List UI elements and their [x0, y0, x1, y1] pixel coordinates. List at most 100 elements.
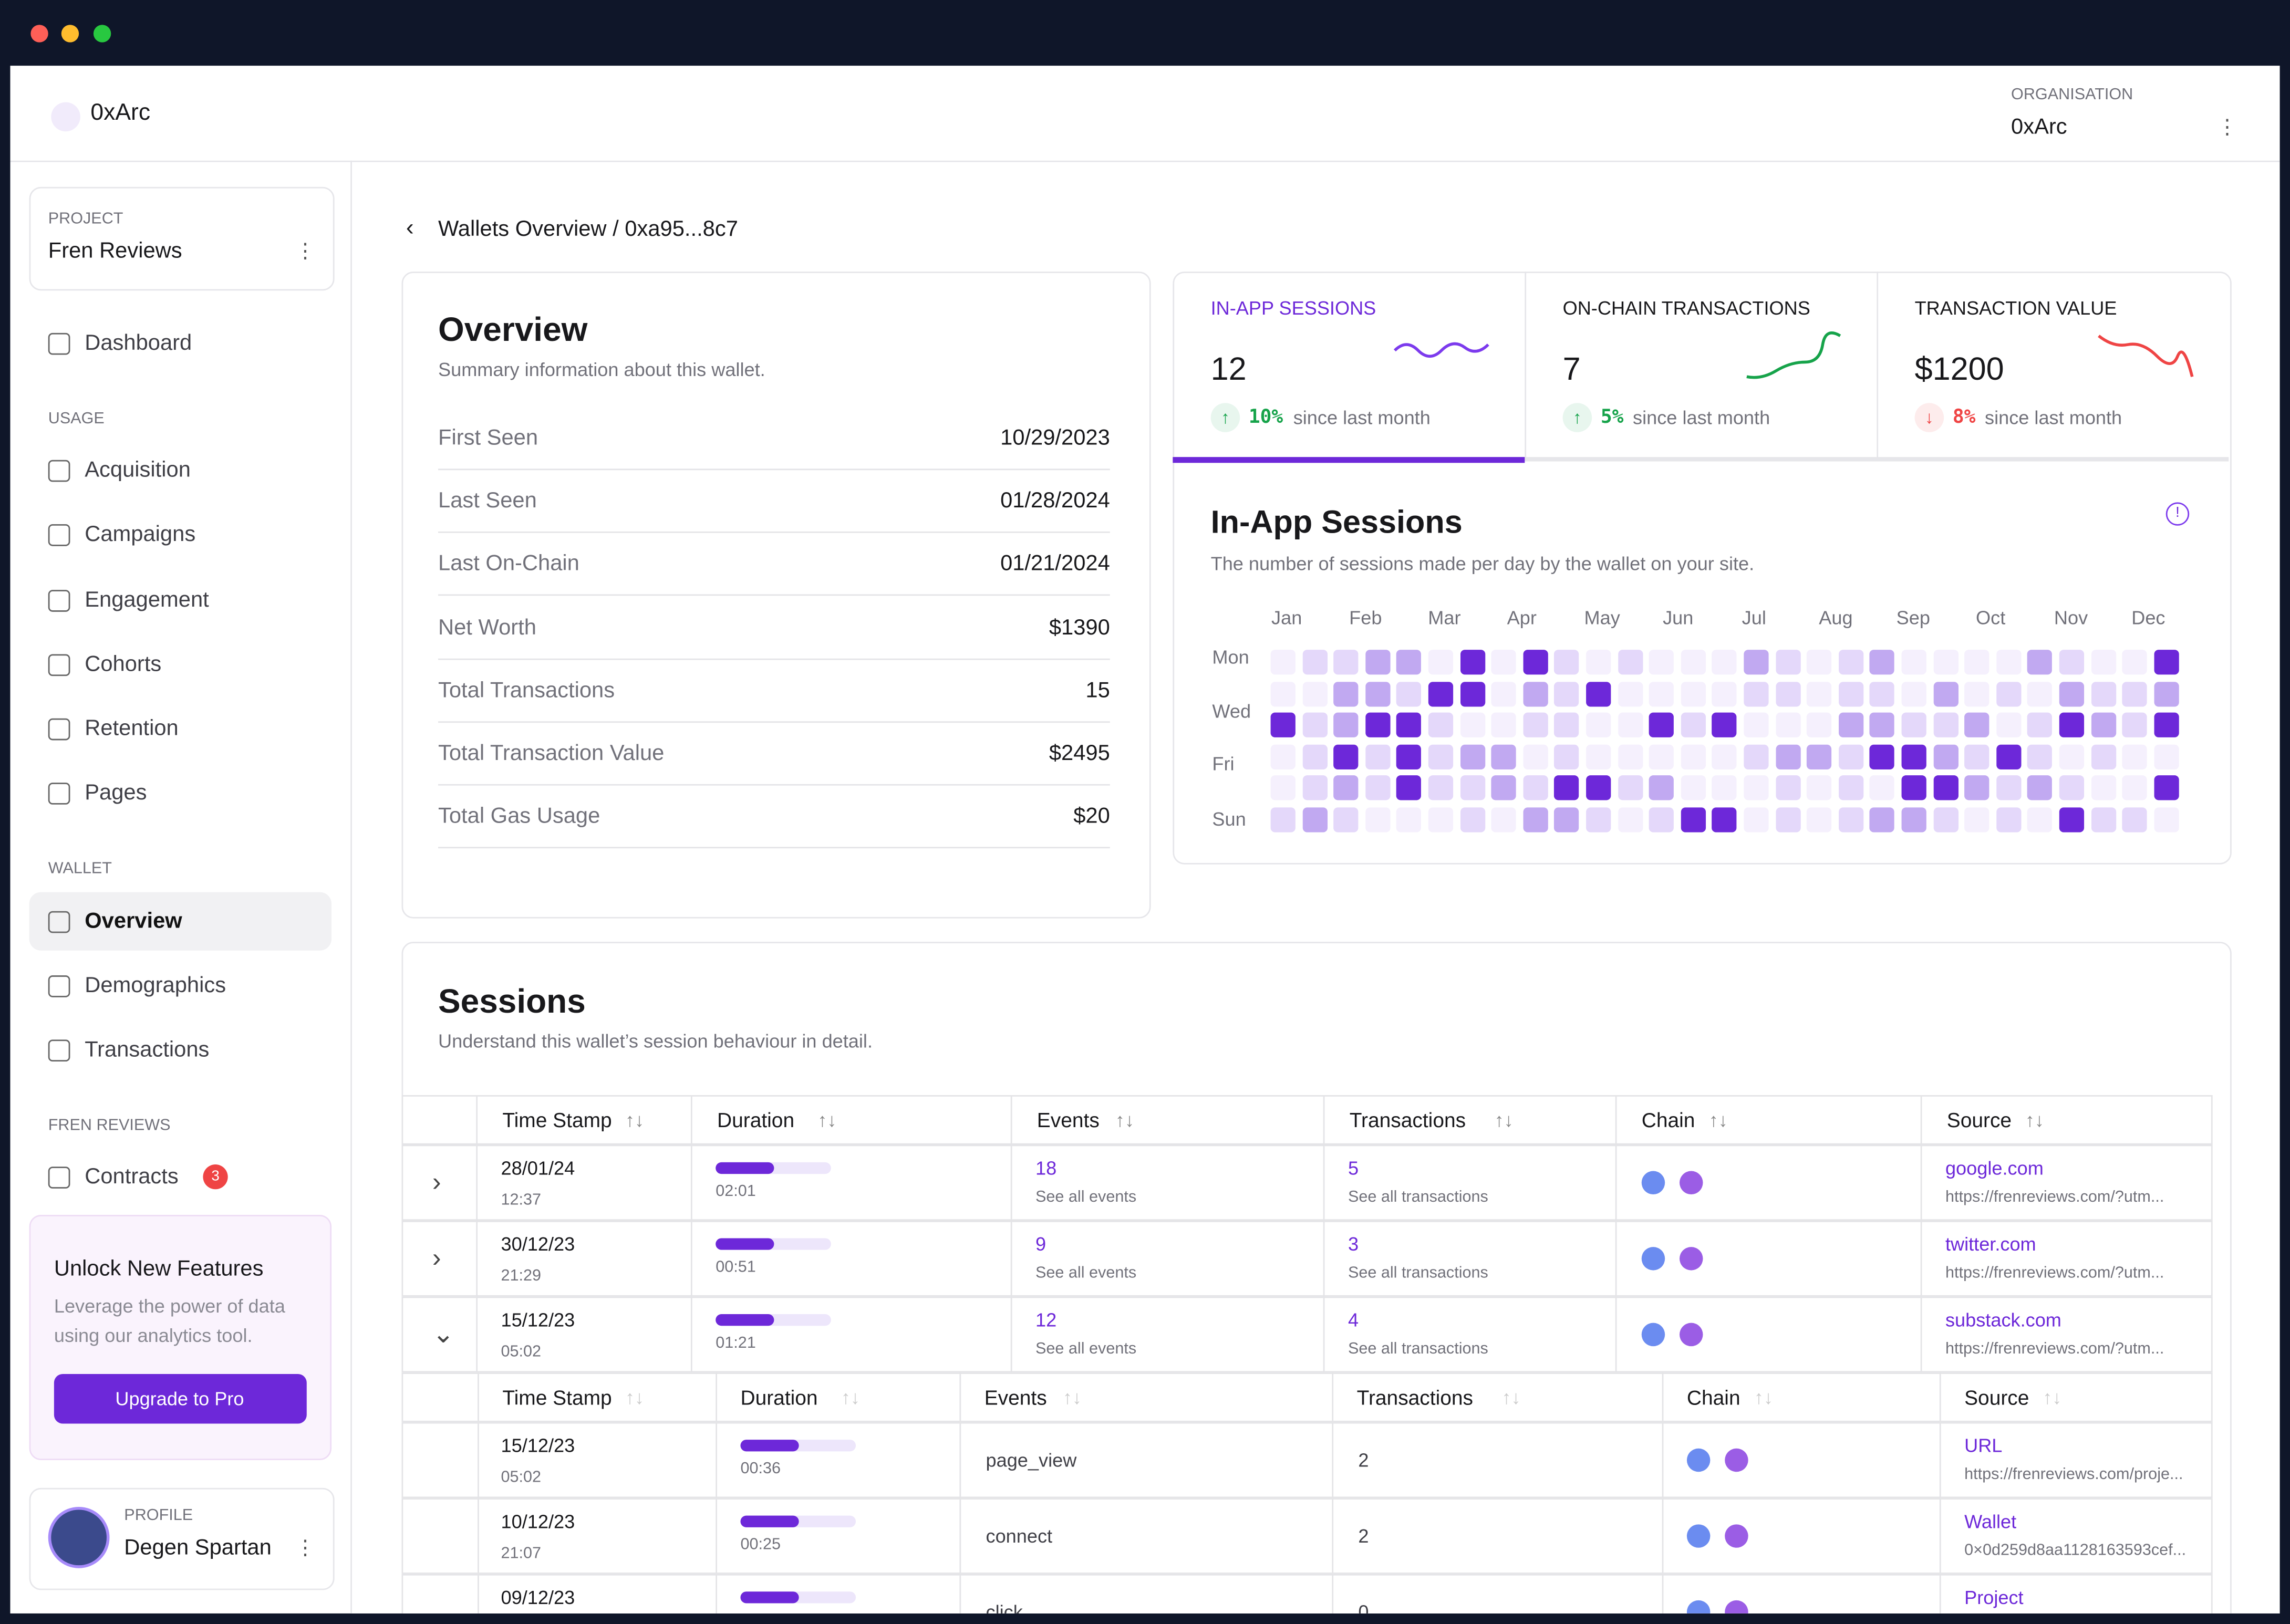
month-label: Jan [1271, 607, 1302, 629]
heat-cell [1396, 681, 1422, 706]
upgrade-label[interactable]: Upgrade to Pro [115, 1388, 244, 1410]
events-link[interactable]: See all events [1035, 1188, 1137, 1206]
profile-menu[interactable]: ⋮ [295, 1535, 316, 1559]
source[interactable]: google.com [1945, 1157, 2044, 1179]
back-arrow[interactable]: ‹ [406, 216, 414, 241]
metric-change: 8% [1952, 407, 1976, 429]
events-count[interactable]: 9 [1035, 1233, 1046, 1255]
nav-item[interactable]: Cohorts [85, 652, 162, 677]
heat-cell [1964, 807, 1989, 832]
nav-item[interactable]: Retention [85, 716, 179, 741]
sort-icon[interactable]: ↑↓ [1494, 1109, 1514, 1131]
expand-icon[interactable]: ⌄ [432, 1319, 454, 1349]
nav-item[interactable]: Demographics [85, 973, 226, 998]
tx-count[interactable]: 4 [1348, 1309, 1359, 1331]
heat-cell [1933, 650, 1958, 675]
cell-divider [716, 1422, 717, 1498]
source[interactable]: substack.com [1945, 1309, 2061, 1331]
sort-icon[interactable]: ↑↓ [1501, 1386, 1521, 1409]
org-menu[interactable]: ⋮ [2217, 114, 2237, 138]
project-box[interactable] [29, 186, 335, 291]
events-count[interactable]: 12 [1035, 1309, 1057, 1331]
nav-item[interactable]: Transactions [85, 1037, 210, 1063]
heat-cell [2153, 807, 2179, 832]
heat-cell [1396, 713, 1422, 738]
sub-column-header[interactable]: Source [1964, 1386, 2029, 1409]
heat-cell [1365, 807, 1390, 832]
min-dot[interactable] [61, 25, 79, 43]
overview-label: Last On-Chain [438, 551, 579, 577]
header [10, 66, 2280, 162]
sort-icon[interactable]: ↑↓ [2025, 1109, 2044, 1131]
max-dot[interactable] [93, 25, 111, 43]
date: 10/12/23 [501, 1510, 575, 1533]
events-count[interactable]: 18 [1035, 1157, 1057, 1179]
expand-icon[interactable]: › [432, 1243, 441, 1273]
heat-cell [1870, 776, 1895, 801]
nav-item[interactable]: Pages [85, 780, 147, 806]
sort-icon[interactable]: ↑↓ [817, 1109, 837, 1131]
nav-item[interactable]: Engagement [85, 587, 209, 613]
overview-subtitle: Summary information about this wallet. [438, 358, 765, 381]
sort-icon[interactable]: ↑↓ [1115, 1109, 1134, 1131]
nav-icon [48, 460, 70, 482]
tx-link[interactable]: See all transactions [1348, 1340, 1488, 1358]
sparkline [1393, 342, 1489, 358]
info-icon[interactable]: ! [2165, 502, 2190, 526]
tx-link[interactable]: See all transactions [1348, 1188, 1488, 1206]
column-header[interactable]: Chain [1641, 1108, 1695, 1132]
nav-item[interactable]: Contracts [85, 1164, 179, 1190]
table-row [401, 1372, 2213, 1422]
nav-item[interactable]: Campaigns [85, 522, 196, 547]
sort-icon[interactable]: ↑↓ [2043, 1386, 2062, 1409]
events-link[interactable]: See all events [1035, 1340, 1137, 1358]
profile-box[interactable] [29, 1487, 335, 1590]
nav-item[interactable]: Overview [85, 909, 182, 934]
column-header[interactable]: Time Stamp [502, 1108, 612, 1132]
column-header[interactable]: Duration [717, 1108, 795, 1132]
heat-cell [1933, 713, 1958, 738]
sub-column-header[interactable]: Transactions [1356, 1386, 1473, 1409]
nav-item[interactable]: Dashboard [85, 330, 192, 356]
upgrade-button[interactable] [54, 1373, 307, 1424]
duration: 02:01 [716, 1182, 756, 1201]
tx-link[interactable]: See all transactions [1348, 1264, 1488, 1282]
nav-icon [48, 1039, 70, 1062]
heat-cell [1522, 681, 1548, 706]
sub-column-header[interactable]: Chain [1686, 1386, 1740, 1409]
sort-icon[interactable]: ↑↓ [625, 1386, 644, 1409]
sort-icon[interactable]: ↑↓ [1754, 1386, 1773, 1409]
close-dot[interactable] [30, 25, 48, 43]
project-menu[interactable]: ⋮ [295, 238, 316, 263]
source[interactable]: twitter.com [1945, 1233, 2036, 1255]
source[interactable]: Wallet [1964, 1510, 2017, 1533]
sub-column-header[interactable]: Duration [740, 1386, 818, 1409]
sort-icon[interactable]: ↑↓ [841, 1386, 860, 1409]
column-header[interactable]: Source [1946, 1108, 2012, 1132]
sort-icon[interactable]: ↑↓ [1708, 1109, 1728, 1131]
metric-note: since last month [1293, 407, 1431, 429]
tx-count[interactable]: 3 [1348, 1233, 1359, 1255]
cell-divider [1662, 1574, 1664, 1613]
sub-column-header[interactable]: Time Stamp [502, 1386, 612, 1409]
tx-count[interactable]: 5 [1348, 1157, 1359, 1179]
month-label: Sep [1896, 607, 1930, 629]
events-link[interactable]: See all events [1035, 1264, 1137, 1282]
sort-icon[interactable]: ↑↓ [1062, 1386, 1082, 1409]
month-label: Dec [2131, 607, 2165, 629]
nav-icon [48, 1167, 70, 1189]
heat-cell [1522, 744, 1548, 769]
sub-column-header[interactable]: Events [984, 1386, 1047, 1409]
heat-cell [2153, 776, 2179, 801]
sort-icon[interactable]: ↑↓ [625, 1109, 644, 1131]
heat-cell [1302, 807, 1327, 832]
nav-item[interactable]: Acquisition [85, 457, 191, 483]
overview-label: Total Gas Usage [438, 804, 600, 829]
column-header[interactable]: Events [1037, 1108, 1100, 1132]
column-header[interactable]: Transactions [1349, 1108, 1466, 1132]
expand-icon[interactable]: › [432, 1167, 441, 1197]
cell-divider [1332, 1372, 1334, 1422]
source[interactable]: URL [1964, 1434, 2003, 1457]
source[interactable]: Project [1964, 1586, 2024, 1609]
